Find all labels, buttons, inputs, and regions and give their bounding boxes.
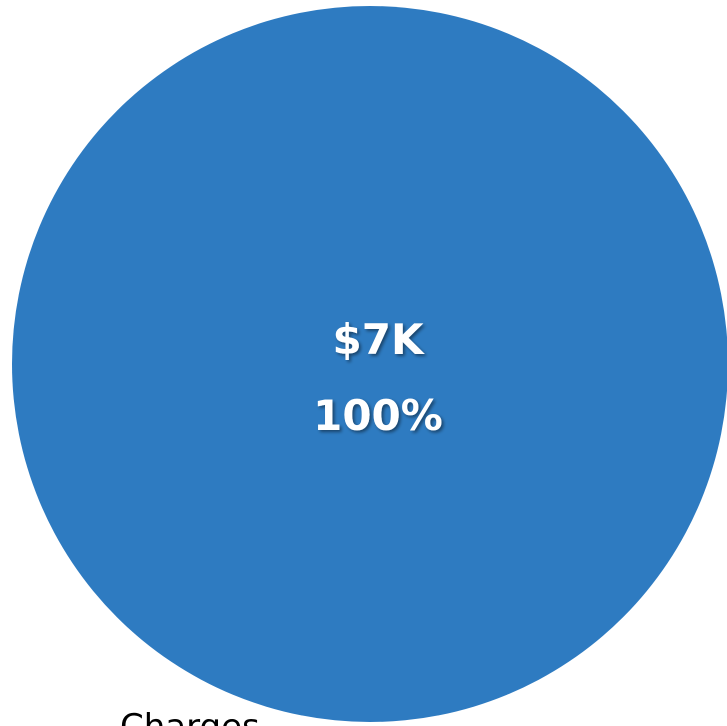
slice-percent-label: 100% [313, 391, 443, 440]
slice-value-label: $7K [333, 315, 425, 364]
pie-slices [12, 6, 727, 722]
pie-slice-charges [12, 6, 727, 722]
legend-entry-charges: Charges [120, 707, 260, 726]
pie-data-labels: $7K 100% [313, 315, 443, 440]
